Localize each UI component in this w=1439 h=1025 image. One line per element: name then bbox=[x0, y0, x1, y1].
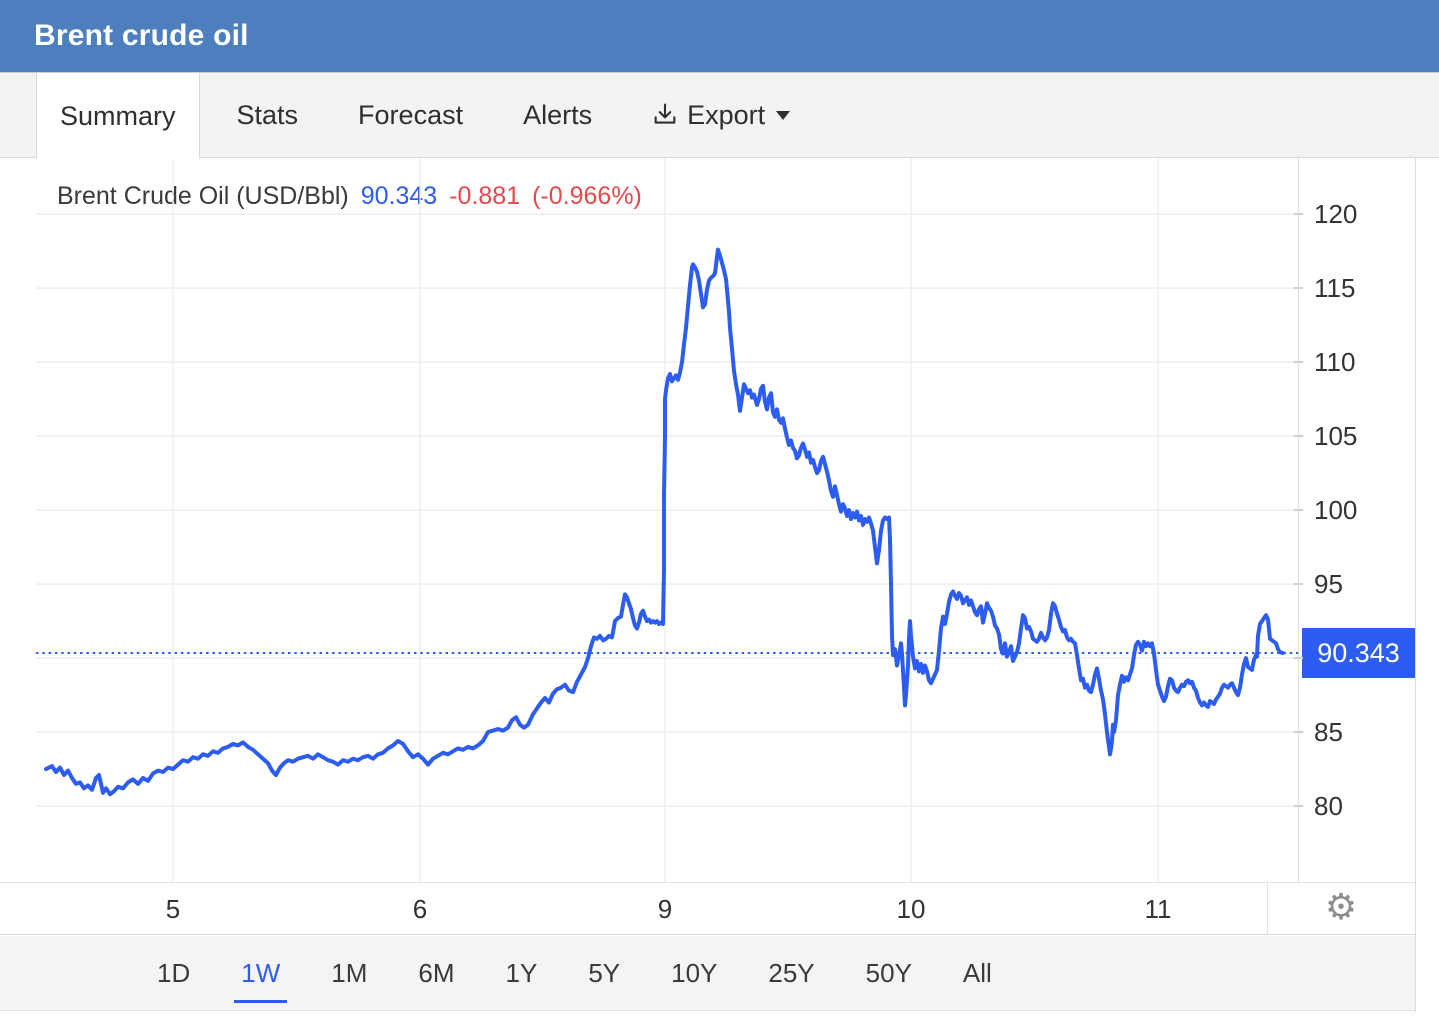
tab-spacer bbox=[0, 73, 36, 157]
tab-alerts[interactable]: Alerts bbox=[523, 99, 593, 130]
plot-area[interactable] bbox=[36, 158, 1298, 882]
last-price: 90.343 bbox=[360, 182, 438, 210]
x-axis: ⚙ 5 6 9 10 11 bbox=[0, 882, 1415, 935]
x-axis-label: 9 bbox=[657, 894, 673, 924]
export-label: Export bbox=[687, 99, 766, 130]
y-axis-label: 95 bbox=[1314, 569, 1343, 600]
tab-summary[interactable]: Summary bbox=[36, 73, 200, 159]
chart-title: Brent Crude Oil (USD/Bbl) 90.343 -0.881 … bbox=[57, 182, 642, 211]
y-axis-tick bbox=[1294, 435, 1303, 438]
y-axis-label: 115 bbox=[1314, 273, 1356, 304]
y-axis: 90.343 80 85 95 100 105 110 115 120 bbox=[1294, 158, 1415, 882]
tab-forecast[interactable]: Forecast bbox=[358, 99, 464, 130]
range-1y[interactable]: 1Y bbox=[505, 957, 538, 988]
page-title: Brent crude oil bbox=[34, 19, 249, 52]
range-10y[interactable]: 10Y bbox=[671, 957, 718, 988]
series-line bbox=[44, 247, 1285, 797]
y-axis-tick bbox=[1294, 805, 1303, 808]
tabs-host: Summary Stats Forecast Alerts bbox=[36, 73, 615, 159]
app-header: Brent crude oil bbox=[0, 0, 1439, 73]
y-axis-tick bbox=[1294, 509, 1303, 512]
y-axis-tick bbox=[1294, 583, 1303, 586]
y-axis-label: 85 bbox=[1314, 717, 1343, 748]
price-change: -0.881 bbox=[449, 182, 521, 210]
caret-down-icon bbox=[775, 109, 791, 121]
price-chart[interactable] bbox=[36, 158, 1298, 882]
y-axis-label: 110 bbox=[1314, 347, 1356, 378]
range-all[interactable]: All bbox=[962, 957, 992, 988]
range-50y[interactable]: 50Y bbox=[865, 957, 912, 988]
price-change-percent: (-0.966%) bbox=[532, 182, 642, 210]
y-axis-tick bbox=[1294, 657, 1303, 660]
x-axis-separator bbox=[1267, 883, 1268, 934]
axis-price-badge-value: 90.343 bbox=[1317, 637, 1400, 668]
y-axis-label: 120 bbox=[1314, 199, 1358, 230]
range-5y[interactable]: 5Y bbox=[588, 957, 621, 988]
range-25y[interactable]: 25Y bbox=[768, 957, 815, 988]
range-toolbar: 1D 1W 1M 6M 1Y 5Y 10Y 25Y 50Y All bbox=[0, 936, 1415, 1011]
y-axis-label: 80 bbox=[1314, 791, 1343, 822]
instrument-name: Brent Crude Oil (USD/Bbl) bbox=[57, 182, 349, 210]
x-axis-label: 10 bbox=[896, 894, 926, 924]
y-axis-tick bbox=[1294, 287, 1303, 290]
y-axis-tick bbox=[1294, 731, 1303, 734]
y-axis-label: 100 bbox=[1314, 495, 1358, 526]
range-6m[interactable]: 6M bbox=[418, 957, 455, 988]
gear-icon[interactable]: ⚙ bbox=[1324, 886, 1358, 927]
y-axis-tick bbox=[1294, 361, 1303, 364]
tab-stats[interactable]: Stats bbox=[236, 99, 299, 130]
range-1d[interactable]: 1D bbox=[157, 957, 191, 988]
range-1w[interactable]: 1W bbox=[234, 944, 288, 1003]
y-axis-label: 105 bbox=[1314, 421, 1358, 452]
download-icon bbox=[651, 101, 679, 129]
export-button[interactable]: Export bbox=[651, 73, 791, 157]
x-axis-label: 5 bbox=[165, 894, 181, 924]
tab-bar: Summary Stats Forecast Alerts Export bbox=[0, 73, 1439, 159]
x-axis-label: 11 bbox=[1144, 894, 1172, 924]
range-1m[interactable]: 1M bbox=[331, 957, 368, 988]
y-axis-tick bbox=[1294, 213, 1303, 216]
x-axis-label: 6 bbox=[412, 894, 428, 924]
card-right-border bbox=[1415, 158, 1416, 1012]
axis-price-badge: 90.343 bbox=[1302, 628, 1415, 678]
